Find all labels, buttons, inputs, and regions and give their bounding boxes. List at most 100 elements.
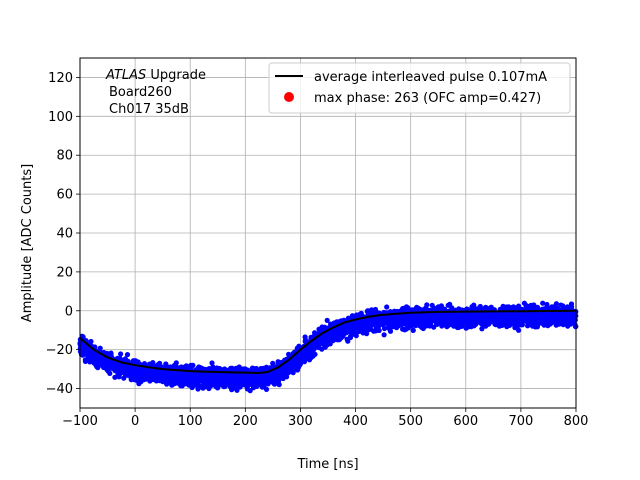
- scatter-point: [381, 325, 388, 332]
- scatter-point: [249, 365, 255, 371]
- scatter-point: [569, 304, 575, 310]
- scatter-point: [188, 362, 194, 368]
- scatter-point: [403, 326, 409, 332]
- scatter-point: [557, 314, 563, 320]
- scatter-point: [560, 303, 566, 309]
- legend-dot-marker: [284, 92, 294, 102]
- scatter-point: [134, 373, 140, 379]
- scatter-point: [118, 351, 124, 357]
- scatter-point: [349, 331, 356, 337]
- y-tick-label: 120: [48, 71, 73, 86]
- scatter-point: [450, 321, 456, 328]
- scatter-point: [181, 372, 187, 378]
- x-tick-label: 700: [508, 414, 533, 429]
- scatter-point: [124, 352, 131, 358]
- scatter-point: [376, 327, 382, 333]
- atlas-annotation: ATLAS Upgrade Board260 Ch017 35dB: [105, 68, 206, 117]
- scatter-point: [460, 313, 466, 319]
- scatter-point: [445, 318, 451, 324]
- scatter-point: [227, 384, 233, 390]
- scatter-point: [516, 327, 522, 333]
- scatter-point: [104, 362, 111, 368]
- scatter-point: [564, 304, 571, 310]
- x-tick-label: 800: [564, 414, 589, 429]
- scatter-point: [242, 379, 248, 385]
- scatter-point: [298, 351, 304, 357]
- scatter-point: [305, 354, 311, 361]
- x-tick-label: 200: [233, 414, 258, 429]
- annotation-line-3: Ch017 35dB: [109, 102, 189, 117]
- scatter-point: [381, 332, 387, 338]
- x-tick-label: 500: [398, 414, 423, 429]
- scatter-point: [498, 320, 504, 326]
- scatter-point: [316, 326, 322, 332]
- scatter-point: [411, 307, 417, 313]
- x-tick-label: 400: [343, 414, 368, 429]
- scatter-point: [354, 312, 360, 318]
- scatter-point: [365, 325, 371, 331]
- scatter-point: [139, 375, 146, 381]
- scatter-point: [193, 374, 199, 380]
- scatter-point: [520, 318, 526, 324]
- scatter-point: [532, 324, 539, 330]
- scatter-point: [348, 327, 354, 333]
- scatter-point: [158, 373, 164, 379]
- scatter-point: [285, 364, 291, 370]
- scatter-point: [415, 307, 421, 313]
- scatter-point: [570, 318, 576, 324]
- scatter-point: [82, 358, 88, 364]
- scatter-point: [471, 311, 477, 318]
- scatter-point: [270, 374, 276, 380]
- scatter-point: [388, 319, 394, 325]
- y-tick-label: 20: [56, 265, 73, 280]
- scatter-point: [312, 330, 318, 336]
- scatter-point: [537, 311, 543, 317]
- annotation-upgrade: Upgrade: [146, 68, 206, 83]
- scatter-point: [547, 313, 553, 319]
- scatter-point: [335, 326, 341, 332]
- scatter-point: [121, 375, 127, 381]
- scatter-point: [523, 304, 529, 310]
- x-tick-label: 100: [178, 414, 203, 429]
- scatter-point: [301, 356, 307, 362]
- scatter-point: [298, 360, 304, 367]
- scatter-point: [489, 311, 495, 317]
- average-pulse-line-group: [79, 309, 577, 375]
- scatter-point: [195, 378, 201, 384]
- scatter-point: [146, 361, 153, 367]
- scatter-point: [471, 323, 477, 329]
- scatter-point: [176, 365, 182, 371]
- scatter-point: [83, 349, 89, 355]
- scatter-point: [554, 305, 560, 311]
- scatter-point: [544, 319, 550, 325]
- y-tick-label: 60: [56, 188, 73, 203]
- scatter-point: [530, 317, 536, 324]
- y-tick-label: 0: [65, 304, 73, 319]
- scatter-point: [512, 325, 518, 331]
- scatter-point: [488, 304, 494, 310]
- scatter-point: [165, 372, 171, 378]
- scatter-point: [125, 369, 131, 375]
- scatter-point: [172, 380, 179, 386]
- scatter-point: [462, 321, 468, 327]
- y-tick-label: 80: [56, 149, 73, 164]
- scatter-point: [292, 365, 298, 371]
- scatter-point: [386, 325, 392, 331]
- scatter-point: [189, 375, 195, 381]
- scatter-point: [255, 382, 261, 388]
- scatter-point: [283, 371, 290, 377]
- scatter-point: [471, 302, 477, 308]
- scatter-point: [330, 328, 336, 334]
- scatter-point: [403, 316, 409, 322]
- scatter-point: [320, 334, 326, 340]
- scatter-point: [473, 319, 479, 325]
- scatter-point: [310, 342, 316, 348]
- scatter-point: [410, 327, 416, 333]
- scatter-point: [104, 366, 110, 372]
- scatter-point: [330, 338, 336, 344]
- x-tick-label: 0: [131, 414, 139, 429]
- scatter-point: [369, 321, 375, 327]
- scatter-point: [425, 320, 431, 326]
- scatter-point: [540, 300, 546, 306]
